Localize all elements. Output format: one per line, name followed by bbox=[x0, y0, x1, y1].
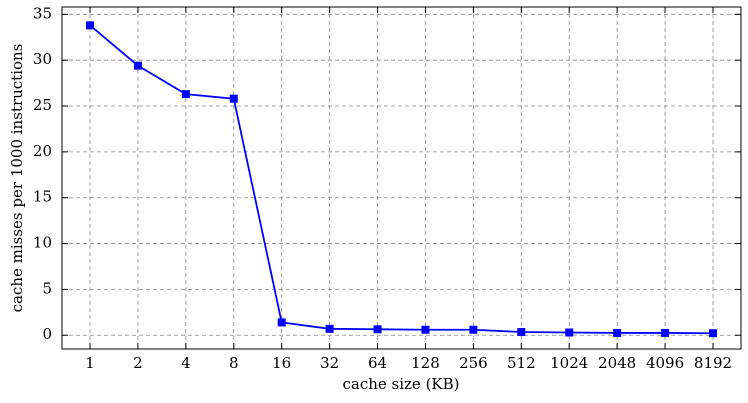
data-point bbox=[613, 328, 622, 337]
x-tick-label: 2 bbox=[133, 354, 143, 372]
x-tick-label: 8 bbox=[229, 354, 239, 372]
x-tick-label: 64 bbox=[368, 354, 387, 372]
data-point bbox=[421, 325, 430, 334]
x-tick-label: 512 bbox=[507, 354, 536, 372]
x-tick-label: 16 bbox=[272, 354, 291, 372]
data-line bbox=[89, 24, 714, 335]
data-point bbox=[373, 325, 382, 334]
x-axis-label: cache size (KB) bbox=[342, 375, 459, 393]
y-tick-label: 25 bbox=[33, 96, 52, 114]
data-point bbox=[661, 328, 670, 337]
data-point bbox=[325, 324, 334, 333]
plot-frame bbox=[61, 6, 742, 350]
x-tick-label: 8192 bbox=[694, 354, 732, 372]
x-tick-label: 1024 bbox=[550, 354, 588, 372]
data-point bbox=[86, 21, 94, 30]
y-tick-label: 20 bbox=[33, 142, 52, 160]
x-tick-label: 4096 bbox=[646, 354, 684, 372]
y-tick-label: 10 bbox=[33, 234, 52, 252]
data-point bbox=[709, 329, 717, 338]
x-tick-label: 32 bbox=[320, 354, 339, 372]
x-tick-label: 128 bbox=[411, 354, 440, 372]
x-tick-label: 4 bbox=[181, 354, 191, 372]
y-tick-label: 30 bbox=[33, 50, 52, 68]
x-tick-label: 256 bbox=[459, 354, 488, 372]
y-tick-label: 5 bbox=[42, 279, 52, 297]
y-axis-label: cache misses per 1000 instructions bbox=[8, 44, 26, 313]
x-tick-label: 2048 bbox=[598, 354, 636, 372]
data-point bbox=[277, 318, 286, 327]
y-tick-label: 35 bbox=[33, 4, 52, 22]
x-tick-label: 1 bbox=[85, 354, 95, 372]
data-point bbox=[517, 328, 526, 337]
data-point bbox=[229, 94, 238, 103]
y-tick-label: 0 bbox=[42, 325, 52, 343]
data-point bbox=[565, 328, 574, 337]
data-point bbox=[133, 61, 142, 70]
data-point bbox=[181, 90, 190, 99]
data-point bbox=[469, 325, 478, 334]
y-tick-label: 15 bbox=[33, 188, 52, 206]
